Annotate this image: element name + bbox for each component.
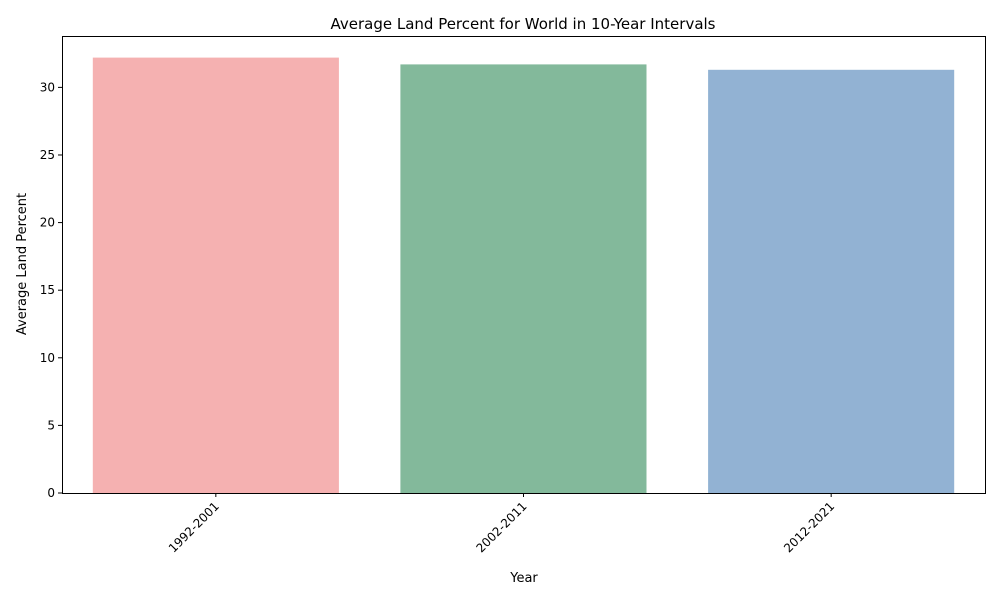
y-tick-label: 5	[47, 418, 55, 432]
y-tick-label: 10	[40, 351, 55, 365]
bars-group	[92, 57, 955, 494]
bar-1992-2001	[92, 57, 339, 493]
plot-frame	[62, 36, 986, 494]
chart-title: Average Land Percent for World in 10-Yea…	[330, 15, 715, 33]
y-tick-label: 0	[47, 486, 55, 500]
bar-2012-2021	[708, 69, 955, 494]
y-axis-label: Average Land Percent	[15, 193, 30, 335]
y-tick-label: 25	[40, 148, 55, 162]
y-tick-label: 20	[40, 216, 55, 230]
bar-2002-2011	[400, 64, 647, 494]
x-tick-label: 1992-2001	[166, 499, 222, 555]
y-tick-label: 15	[40, 283, 55, 297]
y-tick-label: 30	[40, 80, 55, 94]
x-axis-label: Year	[509, 571, 538, 586]
x-axis-ticks: 1992-2001 2002-2011 2012-2021	[166, 493, 837, 555]
y-axis-ticks: 0 5 10 15 20 25 30	[40, 80, 62, 500]
x-tick-label: 2012-2021	[781, 499, 837, 555]
x-tick-label: 2002-2011	[473, 499, 529, 555]
